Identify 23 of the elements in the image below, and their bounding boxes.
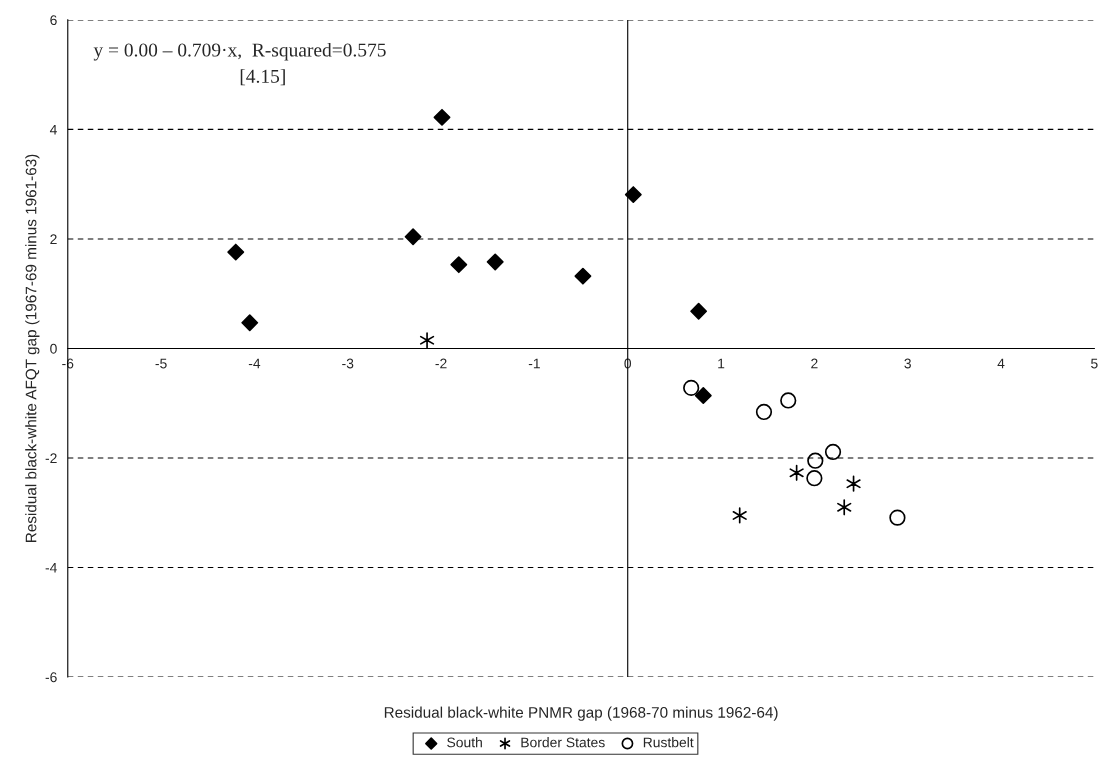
x-tick-label: -3 — [342, 358, 354, 369]
y-tick-label: 0 — [50, 343, 57, 354]
x-tick-label: -5 — [155, 358, 167, 369]
y-tick-label: 2 — [50, 234, 57, 244]
x-tick-label: 4 — [997, 358, 1005, 369]
y-axis-title: Residual black-white AFQT gap (1967-69 minus 1961-63) — [25, 154, 40, 542]
annotation: [4.15] — [240, 69, 285, 86]
legend-label: Rustbelt — [643, 737, 694, 748]
y-tick-label: -2 — [45, 453, 57, 464]
x-tick-label: -1 — [528, 358, 540, 369]
y-tick-label: -6 — [45, 672, 57, 683]
legend-label: South — [447, 737, 482, 748]
x-axis-title: Residual black-white PNMR gap (1968-70 minus 1962-64) — [384, 706, 778, 721]
y-tick-label: 6 — [50, 15, 57, 26]
y-tick-label: -4 — [45, 562, 57, 573]
x-tick-label: 2 — [811, 358, 818, 369]
x-tick-label: 5 — [1091, 358, 1098, 369]
y-tick-label: 4 — [49, 124, 57, 135]
annotation: y = 0.00 – 0.709·x, R-squared=0.575 — [93, 42, 386, 61]
x-tick-label: -4 — [248, 358, 261, 369]
x-tick-label: 1 — [718, 358, 725, 369]
x-tick-label: 3 — [904, 358, 911, 369]
x-tick-label: -2 — [435, 358, 447, 369]
